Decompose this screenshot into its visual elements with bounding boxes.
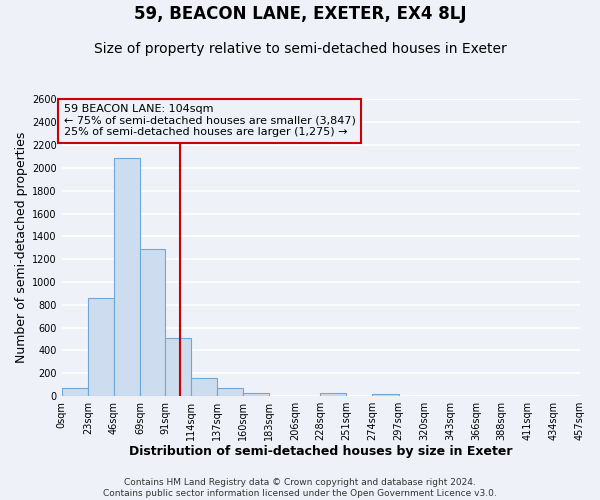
Bar (373, 394, 398, 396)
X-axis label: Distribution of semi-detached houses by size in Exeter: Distribution of semi-detached houses by … (129, 444, 512, 458)
Bar (140, 249, 165, 396)
Bar (320, 392, 346, 396)
Text: Size of property relative to semi-detached houses in Exeter: Size of property relative to semi-detach… (94, 42, 506, 56)
Bar (62, 388, 88, 396)
Bar (243, 392, 269, 396)
Text: 59 BEACON LANE: 104sqm
← 75% of semi-detached houses are smaller (3,847)
25% of : 59 BEACON LANE: 104sqm ← 75% of semi-det… (64, 104, 356, 138)
Bar (217, 388, 243, 396)
Y-axis label: Number of semi-detached properties: Number of semi-detached properties (15, 132, 28, 364)
Bar (88, 298, 114, 396)
Text: Contains HM Land Registry data © Crown copyright and database right 2024.
Contai: Contains HM Land Registry data © Crown c… (103, 478, 497, 498)
Bar (191, 378, 217, 396)
Text: 59, BEACON LANE, EXETER, EX4 8LJ: 59, BEACON LANE, EXETER, EX4 8LJ (134, 5, 466, 23)
Bar (165, 338, 191, 396)
Bar (114, 158, 140, 396)
